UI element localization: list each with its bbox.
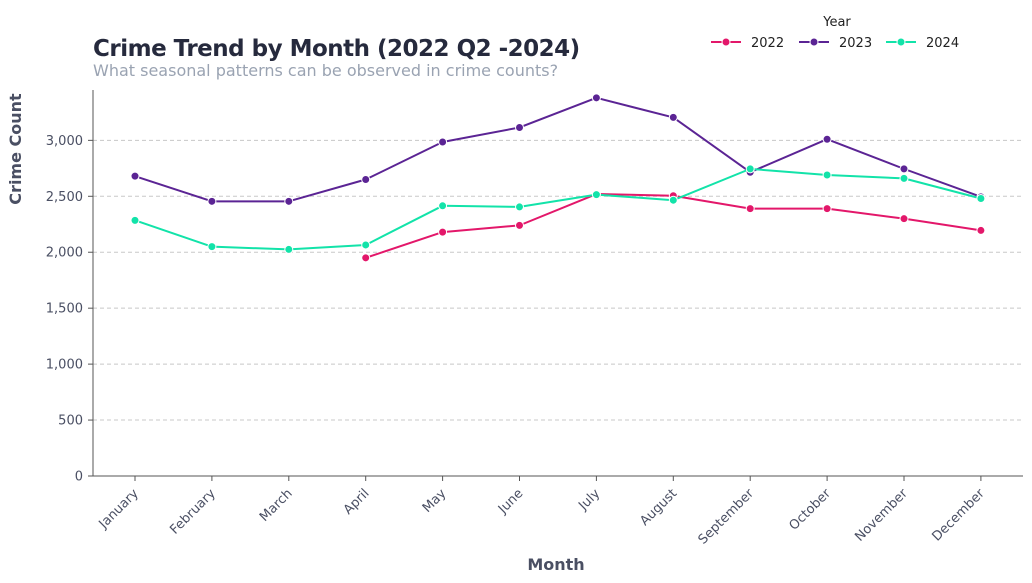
data-point (976, 194, 986, 204)
legend-item-2022: 2022 (711, 36, 784, 51)
data-point (591, 190, 601, 200)
x-tick-label: March (257, 486, 296, 525)
x-tick-label: February (167, 486, 219, 538)
data-point (515, 220, 524, 230)
y-tick-label: 3,000 (46, 134, 83, 149)
series-line (134, 167, 982, 251)
data-point (822, 134, 832, 144)
data-point (438, 201, 448, 211)
x-tick-label: June (495, 486, 526, 517)
legend-label: 2022 (751, 36, 784, 51)
x-tick-label: August (637, 486, 680, 529)
x-axis-label: Month (527, 555, 584, 574)
legend-label: 2024 (926, 36, 959, 51)
x-tick-label: July (575, 486, 603, 514)
chart-title: Crime Trend by Month (2022 Q2 -2024) (93, 36, 580, 62)
legend-item-2023: 2023 (799, 36, 872, 51)
x-tick-label: December (929, 486, 988, 545)
data-point (130, 215, 140, 225)
data-point (745, 204, 755, 214)
data-point (207, 242, 217, 252)
data-point (822, 204, 832, 214)
legend-swatch-marker (809, 37, 819, 47)
data-point (284, 196, 294, 206)
x-tick-label: September (696, 486, 758, 548)
series-2023 (130, 93, 986, 206)
data-point (899, 214, 909, 224)
series-2024 (130, 164, 986, 254)
x-tick-label: November (852, 486, 911, 545)
data-point (668, 112, 678, 122)
data-point (515, 122, 524, 132)
data-point (822, 170, 832, 180)
data-point (899, 164, 909, 174)
x-tick-label: October (787, 486, 835, 534)
data-point (591, 93, 601, 103)
axes (88, 90, 1023, 481)
data-point (284, 244, 294, 254)
x-tick-labels: January February March April May June July Augu… (96, 486, 989, 548)
data-point (745, 164, 755, 174)
series-lines (130, 93, 986, 263)
data-point (438, 227, 448, 237)
data-point (899, 173, 909, 183)
x-tick-label: April (341, 486, 373, 518)
legend-label: 2023 (839, 36, 872, 51)
x-tick-label: January (96, 486, 142, 532)
y-tick-label: 2,000 (46, 246, 83, 261)
y-tick-labels: 0 500 1,000 1,500 2,000 2,500 3,000 (46, 134, 83, 485)
data-point (668, 195, 678, 205)
legend-swatch-marker (896, 37, 906, 47)
chart-subtitle: What seasonal patterns can be observed i… (93, 61, 558, 80)
legend: Year 2022 2023 2024 (711, 15, 959, 51)
data-point (438, 137, 448, 147)
x-tick-label: May (420, 486, 450, 516)
legend-item-2024: 2024 (886, 36, 959, 51)
y-tick-label: 2,500 (46, 190, 83, 205)
y-tick-label: 1,000 (46, 358, 83, 373)
series-line (134, 96, 982, 203)
data-point (515, 202, 524, 212)
data-point (361, 175, 371, 185)
data-point (361, 253, 371, 263)
data-point (976, 225, 986, 235)
y-tick-label: 500 (58, 414, 83, 429)
y-tick-label: 1,500 (46, 302, 83, 317)
legend-swatch-marker (721, 37, 731, 47)
data-point (130, 171, 140, 181)
grid-lines (93, 139, 1023, 421)
legend-title: Year (822, 15, 851, 30)
data-point (361, 240, 371, 250)
y-axis-label: Crime Count (6, 93, 25, 205)
y-tick-label: 0 (75, 470, 83, 485)
data-point (207, 196, 217, 206)
